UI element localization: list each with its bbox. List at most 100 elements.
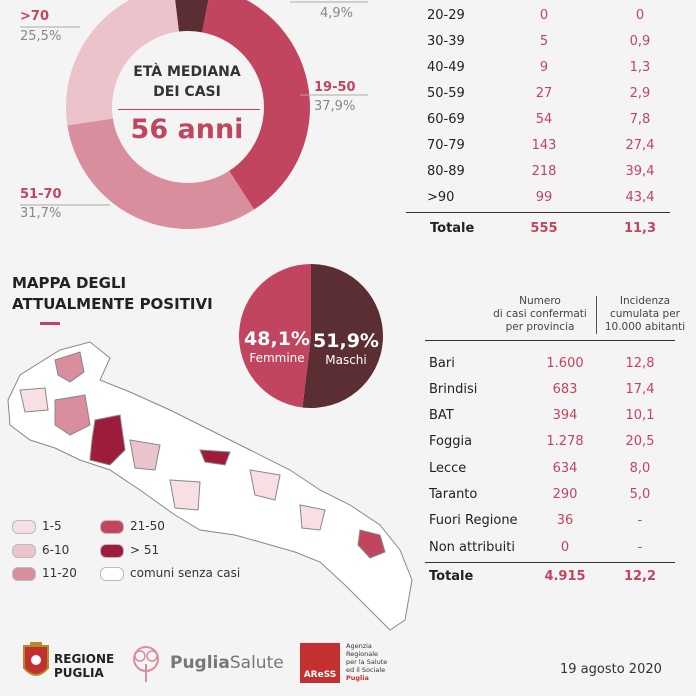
age-donut-chart: [20, 0, 368, 229]
donut-slice-19-50: [202, 0, 310, 210]
aress-logo: AReSS: [300, 643, 340, 683]
age-group-label: 70-79: [427, 137, 465, 153]
province-name: Non attribuiti: [429, 539, 515, 555]
legend-swatch: [100, 567, 124, 581]
legend-swatch: [12, 520, 36, 534]
regione-puglia-crest-icon: [23, 642, 49, 676]
province-name: Bari: [429, 355, 455, 371]
age-cases-value: 218: [531, 163, 557, 179]
age-rate-value: 39,4: [625, 163, 655, 179]
age-table-row: 70-79 143 27,4: [406, 135, 670, 155]
puglia-outline: [7, 341, 413, 631]
province-name: Lecce: [429, 460, 467, 476]
province-table-row: Non attribuiti 0 -: [425, 537, 675, 557]
legend-swatch: [100, 544, 124, 558]
province-col2-header-3: 10.000 abitanti: [604, 321, 686, 333]
male-pct: 51,9%: [313, 330, 379, 352]
map-title-1: MAPPA DEGLI: [12, 274, 127, 292]
median-age-value: 56 anni: [130, 114, 244, 145]
province-col1-header: Numero di casi confermati per provincia: [490, 295, 590, 334]
date-label: 19 agosto 2020: [560, 662, 662, 677]
age-cases-value: 27: [535, 85, 553, 101]
province-name: Taranto: [429, 487, 478, 502]
foggia-area: [54, 394, 91, 436]
province-rate-value: 8,0: [629, 460, 651, 476]
regione-label-1: REGIONE: [54, 652, 115, 666]
aress-text-3: per la Salute: [346, 658, 388, 666]
province-table-row: BAT 394 10,1: [425, 406, 675, 426]
age-cases-value: 143: [531, 137, 557, 153]
gargano-area: [54, 351, 85, 383]
age-total-row: Totale 555 11,3: [406, 218, 670, 238]
province-col1-header-3: per provincia: [505, 321, 575, 333]
province-table-row: Brindisi 683 17,4: [425, 379, 675, 399]
donut-slice-51-70: [67, 118, 255, 229]
age-cases-value: 54: [535, 111, 553, 127]
age-table-row: 20-29 0 0: [406, 5, 670, 25]
province-table-row: Foggia 1.278 20,5: [425, 432, 675, 452]
age-table-row: 80-89 218 39,4: [406, 161, 670, 181]
gender-pie-chart: [239, 264, 384, 408]
age-group-label: 80-89: [427, 163, 465, 179]
bari-area: [199, 449, 231, 466]
aress-text-2: Regionale: [346, 650, 379, 658]
municipality-area: [249, 469, 281, 501]
municipality-area: [299, 504, 326, 531]
age-group-label: 30-39: [427, 33, 465, 49]
province-cases-value: 683: [552, 381, 578, 397]
province-cases-value: 1.600: [546, 355, 584, 371]
province-total-divider: [425, 562, 675, 563]
age-rate-value: 43,4: [625, 189, 655, 205]
aress-text-5: Puglia: [346, 674, 369, 682]
province-rate-value: -: [637, 513, 643, 529]
taranto-area: [169, 479, 201, 511]
province-col2-header-2: cumulata per: [610, 308, 680, 320]
province-col1-header-2: di casi confermati: [493, 308, 587, 320]
age-rate-value: 2,9: [629, 85, 651, 101]
legend-label: > 51: [130, 543, 160, 557]
province-col2-header: Incidenza cumulata per 10.000 abitanti: [600, 295, 690, 334]
puglia-salute-label-1: Puglia: [170, 653, 230, 673]
label-over70: >70: [20, 9, 49, 24]
donut-center-divider: [118, 109, 260, 110]
province-header-divider: [425, 340, 675, 341]
foggia-city-area: [89, 414, 126, 466]
legend-swatch: [12, 567, 36, 581]
province-col1-header-1: Numero: [519, 295, 561, 307]
age-rate-value: 7,8: [629, 111, 651, 127]
age-group-label: 20-29: [427, 7, 465, 23]
age-table-divider: [406, 212, 670, 213]
aress-text-4: ed il Sociale: [346, 666, 386, 674]
age-table-row: 30-39 5 0,9: [406, 31, 670, 51]
age-cases-value: 0: [539, 7, 549, 23]
province-cases-value: 0: [560, 539, 570, 555]
puglia-salute-tree-icon: [133, 646, 159, 682]
age-total-label: Totale: [430, 220, 475, 236]
age-table-row: 60-69 54 7,8: [406, 109, 670, 129]
label-19-50: 19-50: [314, 80, 356, 95]
province-table-row: Fuori Regione 36 -: [425, 511, 675, 531]
pct-over70: 25,5%: [20, 29, 62, 44]
legend-swatch: [100, 520, 124, 534]
province-name: Brindisi: [429, 381, 478, 397]
map-title-underline: [40, 322, 60, 325]
age-total-rate: 11,3: [623, 220, 657, 236]
province-rate-value: -: [637, 539, 643, 555]
brindisi-area: [129, 439, 161, 471]
aress-text-1: Agenzia: [346, 642, 372, 650]
age-rate-value: 0: [635, 7, 645, 23]
puglia-salute-label: PugliaSalute: [170, 653, 284, 673]
legend-label: 11-20: [42, 566, 77, 580]
age-cases-value: 9: [539, 59, 549, 75]
province-total-label: Totale: [429, 568, 474, 584]
donut-slice->70: [66, 0, 179, 126]
legend-label: 21-50: [130, 519, 165, 533]
province-rate-value: 17,4: [625, 381, 655, 397]
legend-swatch: [12, 544, 36, 558]
province-col-divider: [596, 296, 597, 334]
age-rate-value: 0,9: [629, 33, 651, 49]
puglia-map: [7, 341, 413, 631]
age-table-row: 40-49 9 1,3: [406, 57, 670, 77]
pct-51-70: 31,7%: [20, 206, 62, 221]
donut-center-title-2: DEI CASI: [153, 84, 221, 100]
